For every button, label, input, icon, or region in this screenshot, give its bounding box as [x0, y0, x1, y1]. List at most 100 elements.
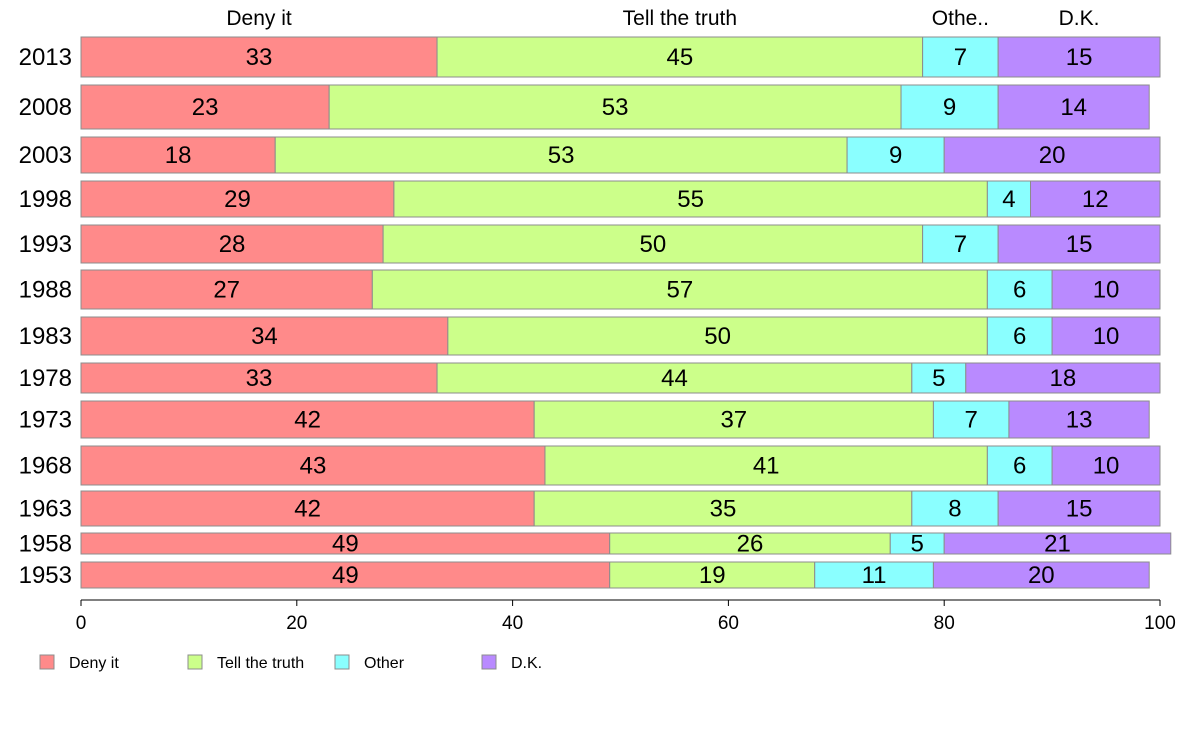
- legend-item: D.K.: [481, 654, 542, 672]
- bar-row-1978: 1978 33 44 5 18: [19, 362, 1161, 394]
- data-label: 15: [1066, 231, 1093, 258]
- legend-label: Deny it: [69, 655, 119, 672]
- data-label: 45: [666, 44, 693, 71]
- data-label: 10: [1093, 453, 1120, 480]
- legend-label: Other: [364, 655, 405, 672]
- data-label: 53: [548, 142, 575, 169]
- bar-segment-d-k-: [997, 224, 1161, 264]
- data-label: 6: [1013, 453, 1026, 480]
- data-label: 10: [1093, 323, 1120, 350]
- legend-item: Other: [334, 654, 405, 672]
- bar-segment-d-k-: [997, 36, 1161, 78]
- bar-row-1953: 1953 49 19 11 20: [19, 561, 1150, 589]
- data-label: 49: [332, 531, 359, 558]
- bar-segment-deny-it: [80, 490, 535, 527]
- data-label: 44: [661, 365, 688, 392]
- data-label: 6: [1013, 277, 1026, 304]
- legend-label: Tell the truth: [217, 655, 304, 672]
- data-label: 57: [666, 277, 693, 304]
- data-label: 20: [1028, 562, 1055, 589]
- data-label: 26: [737, 531, 764, 558]
- bar-segment-deny-it: [80, 224, 384, 264]
- legend: Deny it Tell the truth Other D.K.: [39, 654, 542, 672]
- data-label: 18: [1050, 365, 1077, 392]
- bar-row-1973: 1973 42 37 7 13: [19, 400, 1150, 439]
- column-headers: Deny it Tell the truth Othe.. D.K.: [226, 7, 1099, 30]
- data-label: 27: [213, 277, 240, 304]
- data-label: 12: [1082, 186, 1109, 213]
- legend-swatch: [481, 654, 497, 670]
- bar-row-1963: 1963 42 35 8 15: [19, 490, 1161, 527]
- legend-swatch: [334, 654, 350, 670]
- bar-row-1958: 1958 49 26 5 21: [19, 531, 1172, 558]
- bar-segment-deny-it: [80, 269, 373, 310]
- data-label: 10: [1093, 277, 1120, 304]
- x-tick-label: 100: [1144, 613, 1176, 634]
- bar-segment-deny-it: [80, 316, 449, 356]
- bar-segment-d-k-: [1051, 316, 1161, 356]
- data-label: 33: [246, 44, 273, 71]
- bar-segment-tell-the-truth: [436, 36, 924, 78]
- bar-segment-d-k-: [1008, 400, 1150, 439]
- bar-segment-deny-it: [80, 136, 276, 174]
- data-label: 29: [224, 186, 251, 213]
- bar-segment-tell-the-truth: [382, 224, 924, 264]
- category-label: 1963: [19, 496, 72, 523]
- bar-segment-d-k-: [1051, 445, 1161, 486]
- bar-segment-tell-the-truth: [533, 400, 934, 439]
- bar-segment-other: [986, 316, 1053, 356]
- bar-segment-tell-the-truth: [328, 84, 902, 130]
- column-header: Tell the truth: [623, 7, 737, 30]
- data-label: 33: [246, 365, 273, 392]
- data-label: 55: [677, 186, 704, 213]
- x-tick-label: 80: [934, 613, 955, 634]
- data-label: 49: [332, 562, 359, 589]
- data-label: 9: [889, 142, 902, 169]
- data-label: 14: [1060, 94, 1087, 121]
- data-label: 42: [294, 496, 321, 523]
- bar-segment-tell-the-truth: [544, 445, 988, 486]
- column-header: D.K.: [1059, 7, 1100, 30]
- bar-segment-deny-it: [80, 445, 546, 486]
- column-header: Othe..: [932, 7, 989, 30]
- category-label: 2008: [19, 94, 72, 121]
- data-label: 6: [1013, 323, 1026, 350]
- bar-segment-other: [986, 269, 1053, 310]
- data-label: 19: [699, 562, 726, 589]
- data-label: 35: [710, 496, 737, 523]
- bar-segment-d-k-: [1030, 180, 1161, 218]
- data-label: 18: [165, 142, 192, 169]
- bar-segment-deny-it: [80, 84, 330, 130]
- category-label: 1958: [19, 531, 72, 558]
- bar-row-1968: 1968 43 41 6 10: [19, 445, 1161, 486]
- category-label: 1993: [19, 231, 72, 258]
- bar-segment-other: [911, 490, 999, 527]
- bar-segment-other: [922, 224, 999, 264]
- bar-segment-tell-the-truth: [371, 269, 988, 310]
- bar-row-1993: 1993 28 50 7 15: [19, 224, 1161, 264]
- data-label: 5: [932, 365, 945, 392]
- legend-swatch: [39, 654, 55, 670]
- data-label: 15: [1066, 44, 1093, 71]
- legend-item: Tell the truth: [187, 654, 304, 672]
- data-label: 15: [1066, 496, 1093, 523]
- bar-segment-deny-it: [80, 561, 611, 589]
- bar-row-2013: 2013 33 45 7 15: [19, 36, 1161, 78]
- x-tick-label: 20: [286, 613, 307, 634]
- data-label: 11: [862, 562, 887, 589]
- category-label: 2013: [19, 44, 72, 71]
- data-label: 50: [640, 231, 667, 258]
- bar-segment-deny-it: [80, 362, 438, 394]
- x-axis: 0 20 40 60 80 100: [76, 599, 1176, 634]
- data-label: 43: [300, 453, 327, 480]
- bar-segment-d-k-: [965, 362, 1161, 394]
- data-label: 8: [948, 496, 961, 523]
- bar-row-2003: 2003 18 53 9 20: [19, 136, 1161, 174]
- bar-segment-d-k-: [997, 490, 1161, 527]
- bar-segment-other: [922, 36, 999, 78]
- bar-segment-other: [932, 400, 1010, 439]
- category-label: 2003: [19, 142, 72, 169]
- data-label: 13: [1066, 407, 1093, 434]
